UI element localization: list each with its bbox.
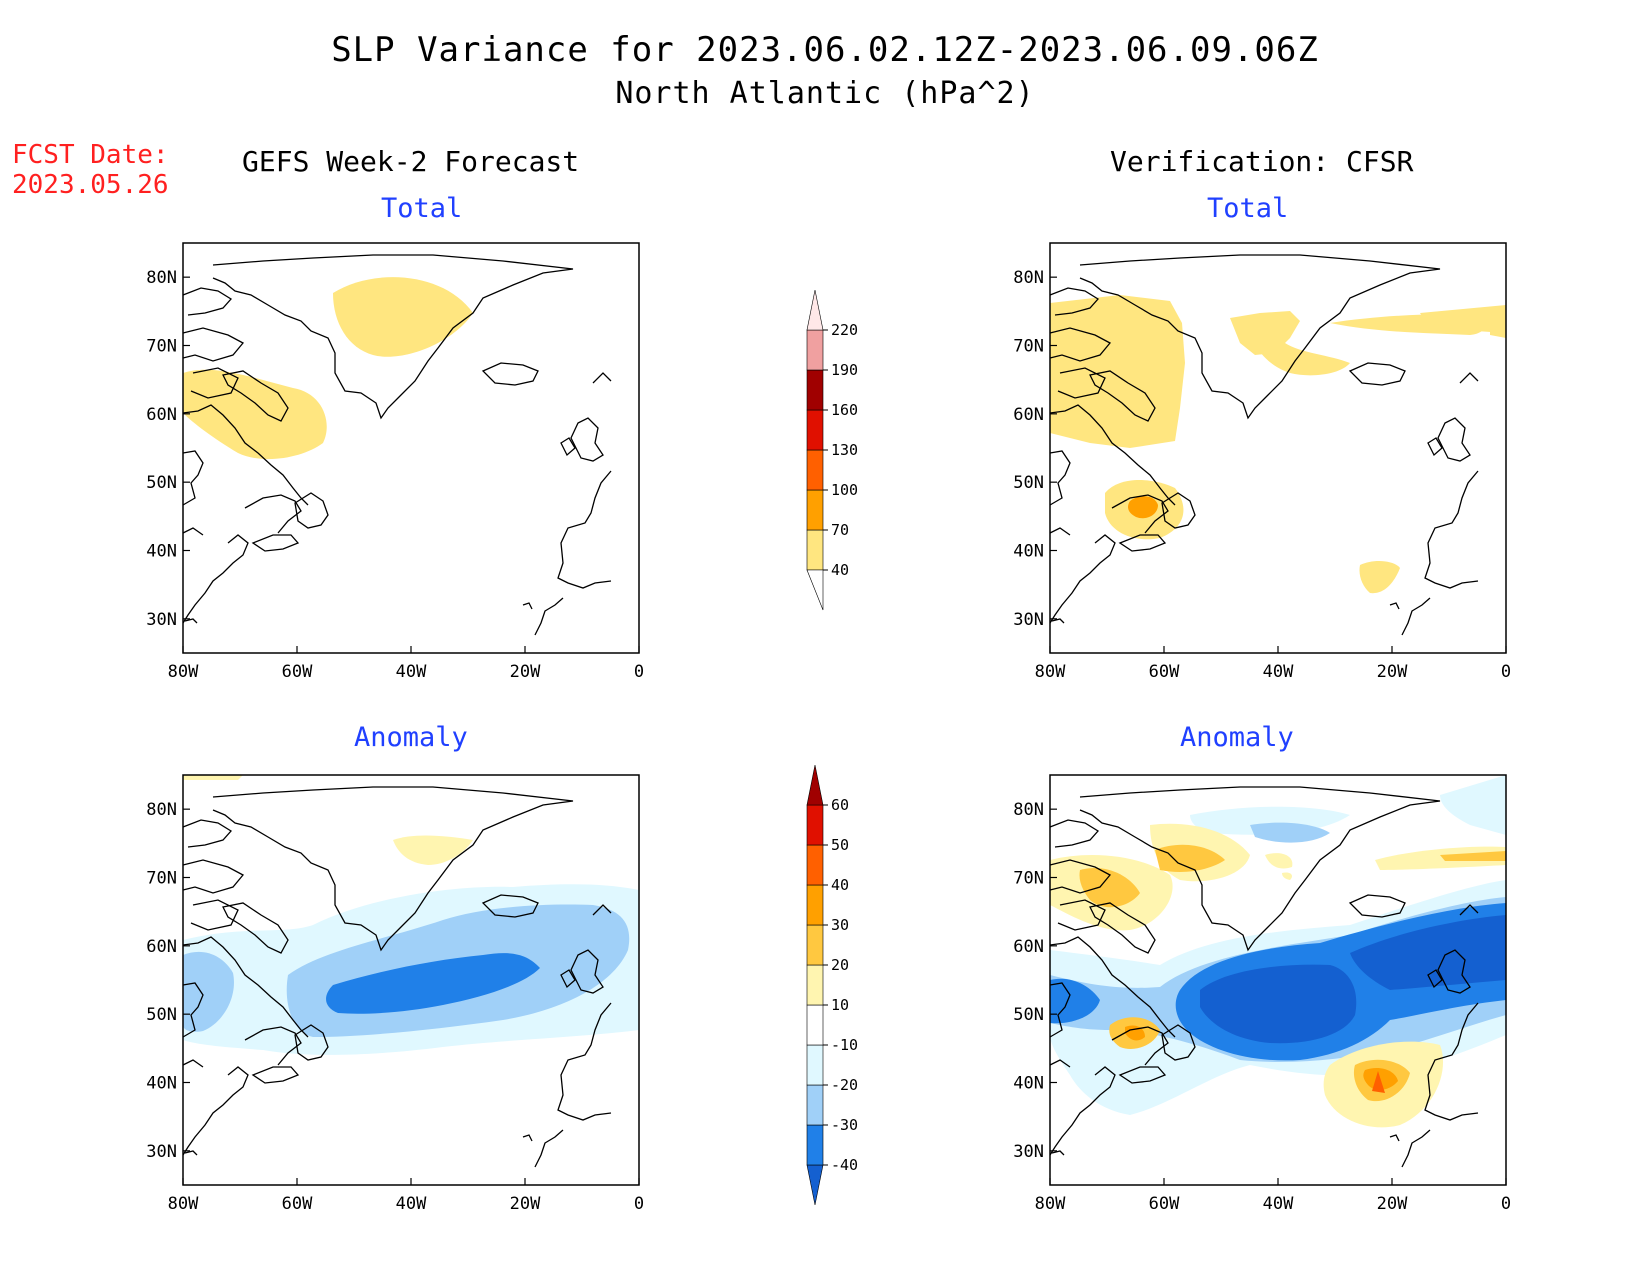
colorbar-label: -30: [831, 1116, 858, 1134]
lon-tick-label: 80W: [1035, 662, 1066, 682]
lon-tick-label: 20W: [510, 1194, 541, 1214]
lat-tick-label: 80N: [1013, 268, 1044, 288]
lat-tick-label: 40N: [1013, 542, 1044, 562]
lon-tick-label: 80W: [168, 662, 199, 682]
lat-tick-label: 50N: [146, 473, 177, 493]
colorbar-label: -10: [831, 1036, 858, 1054]
lon-tick-label: 40W: [396, 1194, 427, 1214]
lat-tick-label: 30N: [146, 1142, 177, 1162]
map-verification-anomaly: [1049, 774, 1507, 1186]
map-verification-total: [1049, 242, 1507, 654]
colorbar-label: 10: [831, 996, 849, 1014]
colorbar-label: 40: [831, 561, 849, 579]
colorbar-label: 60: [831, 796, 849, 814]
panel-title-forecast-total: Total: [381, 193, 463, 224]
colorbar-label: 130: [831, 441, 858, 459]
lat-tick-label: 50N: [1013, 473, 1044, 493]
lat-tick-label: 40N: [146, 542, 177, 562]
colorbar-label: 220: [831, 321, 858, 339]
lat-tick-label: 70N: [1013, 337, 1044, 357]
lon-tick-label: 0: [634, 1194, 644, 1214]
lat-tick-label: 80N: [1013, 800, 1044, 820]
colorbar-swatch: [806, 529, 824, 571]
axes-layer: 80N 70N 60N 50N 40N 30N 80W 60W 40W 20W 0 80N 70N 60N…: [146, 268, 1511, 1214]
colorbar-swatch: [806, 1124, 824, 1166]
colorbar-label: 50: [831, 836, 849, 854]
lon-tick-label: 60W: [282, 1194, 313, 1214]
lat-tick-label: 70N: [1013, 869, 1044, 889]
lat-tick-label: 60N: [1013, 405, 1044, 425]
colorbar-swatch: [806, 289, 824, 331]
map-forecast-anomaly: [182, 774, 640, 1186]
colorbar-swatch: [806, 1164, 824, 1206]
lat-tick-label: 70N: [146, 337, 177, 357]
colorbar-label: -20: [831, 1076, 858, 1094]
lat-tick-label: 70N: [146, 869, 177, 889]
colorbar-swatch: [806, 369, 824, 411]
colorbar-swatch: [806, 924, 824, 966]
figure-title: SLP Variance for 2023.06.02.12Z-2023.06.…: [331, 30, 1319, 70]
colorbar-swatch: [806, 964, 824, 1006]
column-title-verification: Verification: CFSR: [1110, 145, 1414, 178]
colorbar-total: 40 70 100 130 160 190 220: [806, 289, 858, 611]
lon-tick-label: 60W: [1149, 662, 1180, 682]
colorbar-swatch: [806, 329, 824, 371]
colorbar-anomaly: -40 -30 -20 -10 10 20 30 40 50 60: [806, 764, 858, 1206]
colorbar-label: 70: [831, 521, 849, 539]
column-title-forecast: GEFS Week-2 Forecast: [242, 145, 580, 178]
lon-tick-label: 20W: [1377, 1194, 1408, 1214]
lon-tick-label: 0: [1501, 662, 1511, 682]
lon-tick-label: 40W: [1263, 662, 1294, 682]
lon-tick-label: 20W: [510, 662, 541, 682]
colorbar-swatch: [806, 1084, 824, 1126]
lat-tick-label: 60N: [1013, 937, 1044, 957]
colorbar-swatch: [806, 449, 824, 491]
lat-tick-label: 60N: [146, 405, 177, 425]
colorbar-swatch: [806, 569, 824, 611]
lat-tick-label: 30N: [1013, 610, 1044, 630]
panel-title-verification-total: Total: [1207, 193, 1289, 224]
lat-tick-label: 80N: [146, 268, 177, 288]
lat-tick-label: 80N: [146, 800, 177, 820]
colorbar-swatch: [806, 884, 824, 926]
colorbar-swatch: [806, 804, 824, 846]
lat-tick-label: 50N: [146, 1005, 177, 1025]
colorbar-label: 40: [831, 876, 849, 894]
colorbar-swatch: [806, 489, 824, 531]
lat-tick-label: 30N: [146, 610, 177, 630]
panel-title-forecast-anomaly: Anomaly: [354, 722, 468, 753]
lat-tick-label: 40N: [146, 1074, 177, 1094]
lon-tick-label: 0: [634, 662, 644, 682]
colorbar-label: 20: [831, 956, 849, 974]
lon-tick-label: 80W: [1035, 1194, 1066, 1214]
colorbar-swatch: [806, 409, 824, 451]
lat-tick-label: 40N: [1013, 1074, 1044, 1094]
forecast-date-value: 2023.05.26: [12, 170, 169, 200]
lon-tick-label: 20W: [1377, 662, 1408, 682]
colorbar-label: 160: [831, 401, 858, 419]
lon-tick-label: 40W: [396, 662, 427, 682]
colorbar-swatch: [806, 1044, 824, 1086]
colorbar-swatch: [806, 764, 824, 806]
colorbar-label: 100: [831, 481, 858, 499]
forecast-date-label: FCST Date:: [12, 140, 169, 170]
colorbar-label: 30: [831, 916, 849, 934]
panel-title-verification-anomaly: Anomaly: [1180, 722, 1294, 753]
lat-tick-label: 60N: [146, 937, 177, 957]
lon-tick-label: 60W: [282, 662, 313, 682]
lon-tick-label: 0: [1501, 1194, 1511, 1214]
lon-tick-label: 40W: [1263, 1194, 1294, 1214]
colorbar-label: 190: [831, 361, 858, 379]
figure-subtitle: North Atlantic (hPa^2): [615, 76, 1035, 111]
map-forecast-total: [182, 242, 640, 654]
lon-tick-label: 80W: [168, 1194, 199, 1214]
lat-tick-label: 50N: [1013, 1005, 1044, 1025]
colorbar-swatch: [806, 1004, 824, 1046]
lat-tick-label: 30N: [1013, 1142, 1044, 1162]
colorbar-label: -40: [831, 1156, 858, 1174]
colorbar-swatch: [806, 844, 824, 886]
lon-tick-label: 60W: [1149, 1194, 1180, 1214]
forecast-date: FCST Date: 2023.05.26: [12, 140, 169, 200]
